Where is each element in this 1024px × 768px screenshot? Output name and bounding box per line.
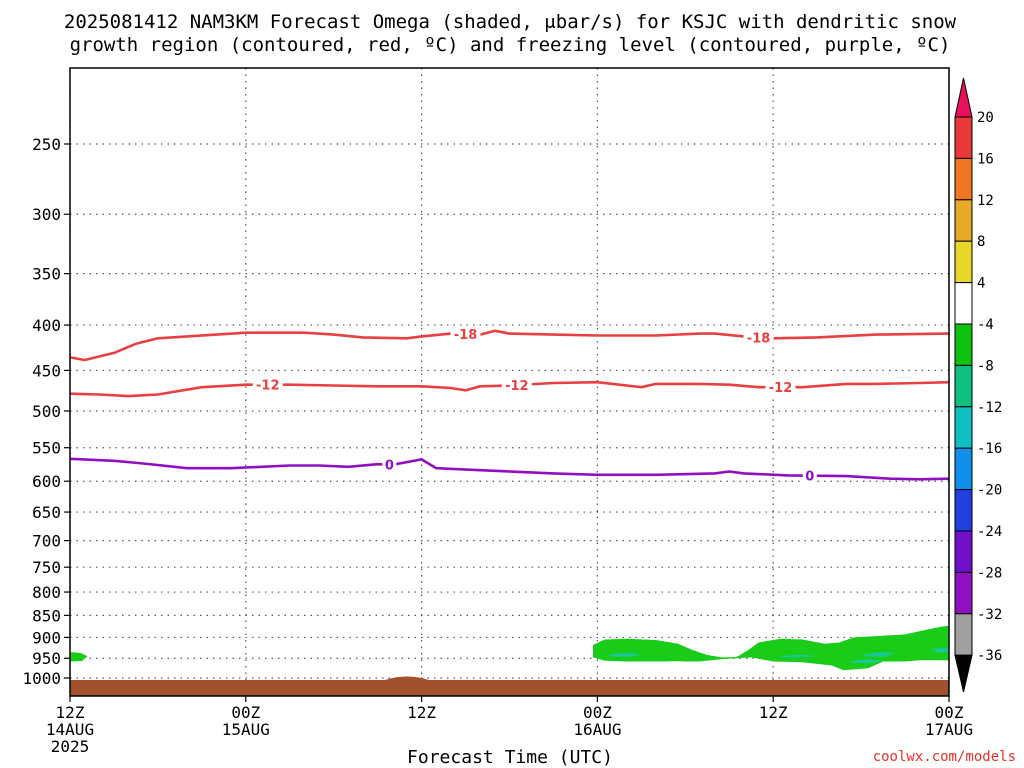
- colorbar-swatch: [954, 530, 973, 573]
- chart-title-line2: growth region (contoured, red, ºC) and f…: [70, 34, 951, 56]
- contour-label: -12: [505, 379, 529, 394]
- colorbar-swatch: [954, 116, 973, 159]
- colorbar-swatch: [954, 613, 973, 656]
- y-tick-label-450: 450: [32, 361, 61, 380]
- x-tick-label: 00Z: [935, 703, 964, 722]
- y-tick-label-350: 350: [32, 265, 61, 284]
- contour-label-bg: [743, 329, 774, 346]
- contour-label-bg: [765, 379, 796, 396]
- y-tick-label-300: 300: [32, 205, 61, 224]
- omega-core-e: [931, 647, 949, 653]
- colorbar-label: 8: [977, 234, 985, 250]
- x-tick-label: 14AUG: [46, 720, 94, 739]
- terrain-bump: [384, 676, 429, 680]
- y-tick-label-600: 600: [32, 472, 61, 491]
- contour-label: -12: [769, 381, 793, 396]
- colorbar-label: -12: [977, 400, 1002, 416]
- omega-region-east: [593, 625, 949, 671]
- x-tick-label: 00Z: [583, 703, 612, 722]
- terrain-fill: [70, 676, 949, 696]
- contour-label: 0: [385, 459, 394, 474]
- colorbar: 20 16 12 8 4 -4 -8 -12 -16 -20 -24 -28 -32 -36: [954, 77, 1002, 693]
- y-tick-label-1000: 1000: [22, 669, 61, 688]
- x-tick-label: 12Z: [759, 703, 788, 722]
- y-tick-label-800: 800: [32, 583, 61, 602]
- colorbar-swatch: [954, 240, 973, 284]
- colorbar-label: -20: [977, 483, 1002, 499]
- y-tick-label-750: 750: [32, 558, 61, 577]
- colorbar-swatch: [954, 571, 973, 615]
- y-tick-label-950: 950: [32, 649, 61, 668]
- omega-region-west: [70, 652, 88, 662]
- contour-label-bg: [252, 376, 283, 393]
- colorbar-swatch: [954, 282, 973, 325]
- colorbar-swatch: [954, 489, 973, 532]
- colorbar-swatch: [954, 199, 973, 242]
- y-tick-label-700: 700: [32, 532, 61, 551]
- contour-label-bg: [450, 326, 481, 343]
- terrain-strip: [70, 680, 949, 696]
- colorbar-label: 16: [977, 151, 994, 167]
- y-tick-label-850: 850: [32, 606, 61, 625]
- colorbar-label: -8: [977, 358, 994, 374]
- colorbar-swatch: [954, 406, 973, 449]
- omega-shading: [70, 625, 949, 671]
- colorbar-label: 12: [977, 193, 994, 209]
- contour-label-bg: [802, 467, 817, 484]
- y-tick-label-500: 500: [32, 402, 61, 421]
- contour-label: -18: [747, 331, 771, 346]
- y-axis-ticks: 250 300 350 400 450 500 550 600 650 700 750 800 850 9…: [22, 135, 70, 688]
- colorbar-label: -24: [977, 524, 1002, 540]
- y-tick-label-900: 900: [32, 628, 61, 647]
- x-tick-label: 12Z: [56, 703, 85, 722]
- colorbar-label: -28: [977, 565, 1002, 581]
- contour-label: -12: [256, 379, 280, 394]
- x-tick-label: 15AUG: [222, 720, 270, 739]
- x-tick-label: 17AUG: [925, 720, 973, 739]
- colorbar-label: -16: [977, 441, 1002, 457]
- y-tick-label-400: 400: [32, 316, 61, 335]
- y-tick-label-650: 650: [32, 503, 61, 522]
- colorbar-label: 20: [977, 110, 994, 126]
- x-tick-label: 12Z: [407, 703, 436, 722]
- credit-text: coolwx.com/models: [873, 749, 1016, 765]
- contour-line-2: [69, 457, 950, 481]
- contour-label: 0: [805, 470, 814, 485]
- omega-core-b: [776, 655, 815, 658]
- colorbar-swatch: [954, 323, 973, 366]
- plot-frame: [69, 67, 950, 697]
- colorbar-bottom-arrow: [954, 654, 973, 693]
- x-tick-label: 00Z: [231, 703, 260, 722]
- colorbar-swatch: [954, 157, 973, 201]
- contour-label: -18: [454, 328, 478, 343]
- colorbar-label: 4: [977, 276, 985, 292]
- colorbar-swatch: [954, 364, 973, 408]
- omega-core-c: [849, 659, 884, 664]
- y-tick-label-250: 250: [32, 135, 61, 154]
- colorbar-swatch: [954, 447, 973, 491]
- x-tick-label: 16AUG: [573, 720, 621, 739]
- chart-title-line1: 2025081412 NAM3KM Forecast Omega (shaded…: [64, 11, 957, 33]
- omega-core-d: [861, 652, 895, 657]
- temperature-contours: -18 -18 -12 -12 -12 0 0: [69, 326, 950, 485]
- contour-label-bg: [501, 377, 532, 394]
- x-axis-label: Forecast Time (UTC): [407, 747, 613, 768]
- contour-label-bg: [382, 456, 397, 473]
- colorbar-top-arrow: [954, 77, 973, 118]
- y-tick-label-550: 550: [32, 439, 61, 458]
- x-tick-label: 2025: [51, 737, 90, 756]
- colorbar-label: -4: [977, 317, 994, 333]
- colorbar-label: -32: [977, 607, 1002, 623]
- colorbar-label: -36: [977, 648, 1002, 664]
- omega-core-a: [607, 653, 640, 657]
